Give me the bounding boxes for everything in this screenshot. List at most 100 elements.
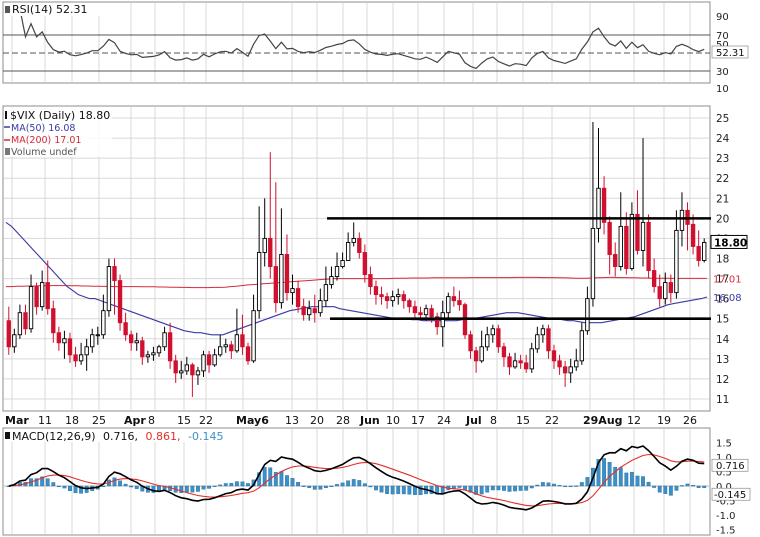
macd-histogram-bar xyxy=(646,481,651,487)
macd-histogram-bar xyxy=(490,485,495,491)
macd-histogram-bar xyxy=(56,485,61,488)
macd-histogram-bar xyxy=(596,459,601,487)
x-tick-label: Apr xyxy=(124,414,146,427)
macd-histogram-bar xyxy=(335,484,339,487)
macd-histogram-bar xyxy=(312,485,317,490)
candle-body xyxy=(596,187,601,229)
legend-price-swatch xyxy=(5,111,7,119)
candle-body xyxy=(340,260,345,267)
macd-histogram-bar xyxy=(574,485,579,487)
macd-panel: MACD(12,26,9) 0.716, 0.861, -0.145 1.51.… xyxy=(2,427,751,537)
candle-body xyxy=(468,334,473,352)
macd-histogram-bar xyxy=(346,480,351,487)
price-panel: $VIX (Daily) 18.80 MA(50) 16.08 MA(200) … xyxy=(2,105,748,412)
candle-body xyxy=(696,246,701,261)
macd-histogram-bar xyxy=(134,485,139,489)
macd-histogram-bar xyxy=(123,483,128,487)
candle-body xyxy=(240,334,245,348)
macd-hist-tag: -0.145 xyxy=(714,490,746,501)
price-y-tick-label: 20 xyxy=(716,213,729,225)
macd-histogram-bar xyxy=(285,475,289,487)
macd-title: MACD(12,26,9) 0.716, 0.861, -0.145 xyxy=(12,430,224,443)
macd-histogram-bar xyxy=(79,485,84,494)
macd-histogram-bar xyxy=(663,485,668,494)
macd-histogram-bar xyxy=(579,482,584,487)
candle-body xyxy=(668,282,674,294)
macd-histogram-bar xyxy=(307,485,312,488)
candle-body xyxy=(218,346,223,356)
macd-value-tag: 0.716 xyxy=(716,461,745,472)
macd-histogram-bar xyxy=(629,471,634,487)
candle-body xyxy=(318,300,323,314)
price-y-tick-label: 11 xyxy=(716,394,729,406)
candle-body xyxy=(657,286,662,300)
candle-body xyxy=(234,334,240,352)
macd-histogram-bar xyxy=(418,485,423,496)
x-tick-label: 15 xyxy=(516,414,530,427)
candle-body xyxy=(562,366,568,374)
x-tick-label: 17 xyxy=(411,414,425,427)
candle-body xyxy=(101,310,106,336)
legend-bg xyxy=(4,107,112,157)
macd-histogram-bar xyxy=(624,472,629,487)
macd-y-tick-label: -1.5 xyxy=(716,526,736,537)
candle-body xyxy=(95,334,100,337)
rsi-level-30: 30 xyxy=(716,67,729,78)
candle-body xyxy=(529,348,534,370)
candle-body xyxy=(585,298,590,332)
macd-y-axis: 1.5 1.0 0.5 0.0 -0.5 -1.0 -1.5 xyxy=(716,439,736,537)
legend-volume-swatch xyxy=(5,148,10,155)
macd-histogram-bar xyxy=(474,485,479,495)
candle-body xyxy=(362,252,368,276)
macd-histogram-bar xyxy=(440,485,445,493)
macd-histogram-bar xyxy=(101,485,106,487)
macd-histogram-bar xyxy=(468,485,473,493)
rsi-current-tag-bg xyxy=(711,45,749,59)
candle-body xyxy=(112,266,117,282)
candle-body xyxy=(512,360,518,368)
candle-body xyxy=(17,312,23,336)
candle-body xyxy=(501,346,507,358)
macd-histogram-bar xyxy=(318,485,323,490)
macd-histogram-bar xyxy=(340,482,345,487)
candle-body xyxy=(212,354,217,366)
macd-histogram-bar xyxy=(552,483,556,487)
candle-body xyxy=(373,286,379,296)
candle-body xyxy=(129,334,134,344)
macd-title-swatch xyxy=(5,432,10,439)
candle-body xyxy=(345,241,351,261)
x-tick-label: 22 xyxy=(545,414,559,427)
macd-histogram-bar xyxy=(702,485,707,488)
x-tick-label: 10 xyxy=(386,414,400,427)
macd-histogram-bar xyxy=(262,467,267,487)
candle-body xyxy=(546,328,551,352)
candle-body xyxy=(73,354,78,362)
candle-body xyxy=(56,332,62,344)
macd-histogram-bar xyxy=(524,485,529,491)
candle-body xyxy=(268,237,273,267)
macd-histogram-bar xyxy=(563,485,568,488)
candle-body xyxy=(190,364,195,376)
rsi-level-50: 50 xyxy=(716,40,729,51)
rsi-title: RSI(14) 52.31 xyxy=(12,3,87,16)
candle-body xyxy=(613,254,618,267)
candle-body xyxy=(156,346,162,354)
candle-body xyxy=(651,270,657,288)
macd-histogram-bar xyxy=(234,481,239,487)
rsi-title-bg xyxy=(4,3,124,16)
macd-histogram-bar xyxy=(613,466,618,487)
candle-body xyxy=(273,266,279,304)
x-axis: Mar 11 18 25 Apr 8 15 22 May6 13 20 28 Jun 10 17 24 Jul 8… xyxy=(5,414,697,427)
candle-body xyxy=(629,213,635,269)
x-tick-label: 29Aug xyxy=(583,414,623,427)
legend-ma200: MA(200) 17.01 xyxy=(11,135,81,146)
candle-body xyxy=(490,328,495,336)
macd-histogram-bar xyxy=(540,482,545,487)
macd-histogram-bar xyxy=(451,485,456,489)
price-legend: $VIX (Daily) 18.80 MA(50) 16.08 MA(200) … xyxy=(4,107,112,158)
price-y-tick-label: 17 xyxy=(716,274,729,286)
candle-body xyxy=(640,221,646,251)
macd-y-tick-label: 1.0 xyxy=(716,453,732,464)
macd-histogram-bar xyxy=(68,485,72,492)
